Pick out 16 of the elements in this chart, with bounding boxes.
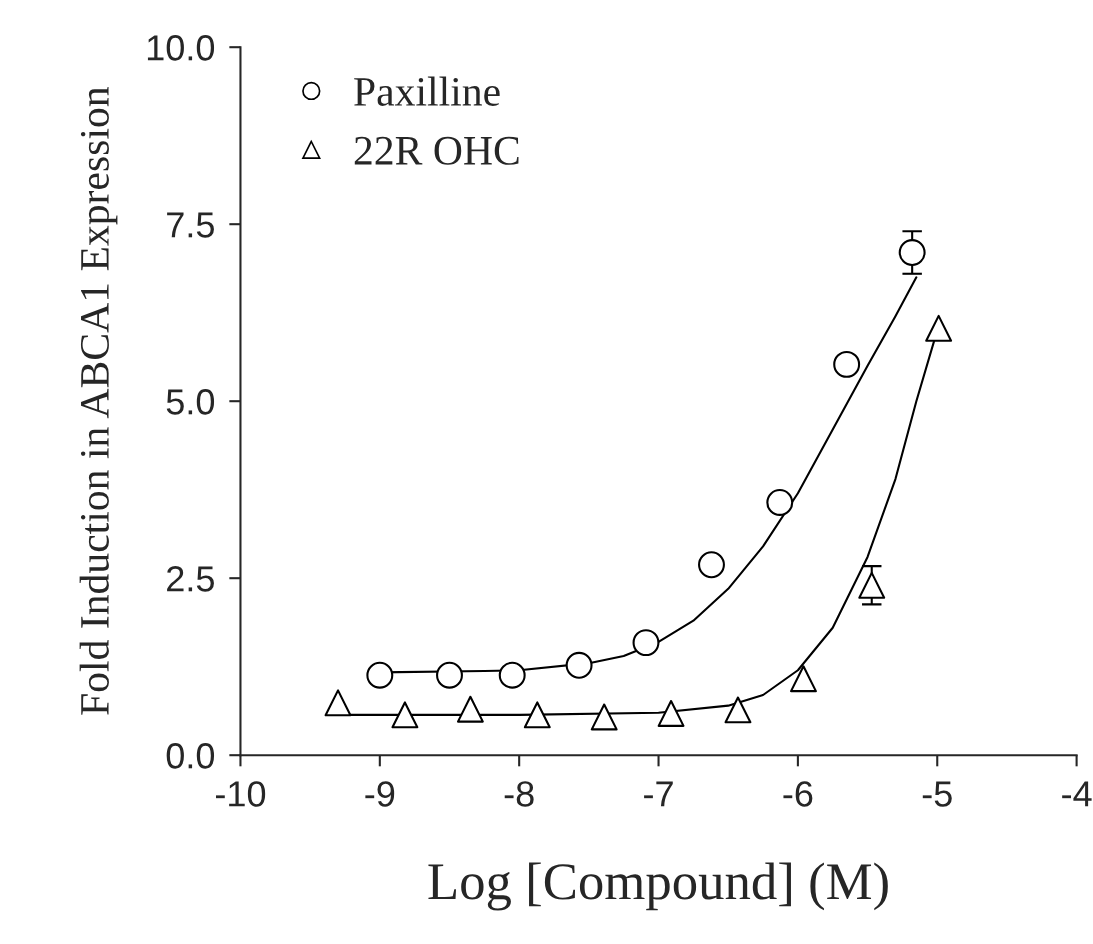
x-tick-label: -9 [365,781,395,807]
legend-label: 22R OHC [354,136,519,165]
y-tick-label: 5.0 [166,389,215,415]
x-tick-label: -5 [922,781,952,807]
x-tick-label: -8 [504,781,534,807]
y-tick-label: 10.0 [147,35,215,61]
x-tick-label: -10 [215,781,266,807]
y-axis-title: Fold Induction in ABCA1 Expression [79,87,118,715]
x-tick-label: -4 [1062,781,1092,807]
y-tick-label: 7.5 [167,212,214,238]
x-tick-label: -6 [783,781,813,807]
x-axis-title: Log [Compound] (M) [428,862,888,911]
y-tick-label: 0.0 [166,743,215,769]
legend-label: Paxilline [354,76,500,106]
y-tick-label: 2.5 [167,566,214,592]
x-tick-label: -7 [644,781,673,807]
